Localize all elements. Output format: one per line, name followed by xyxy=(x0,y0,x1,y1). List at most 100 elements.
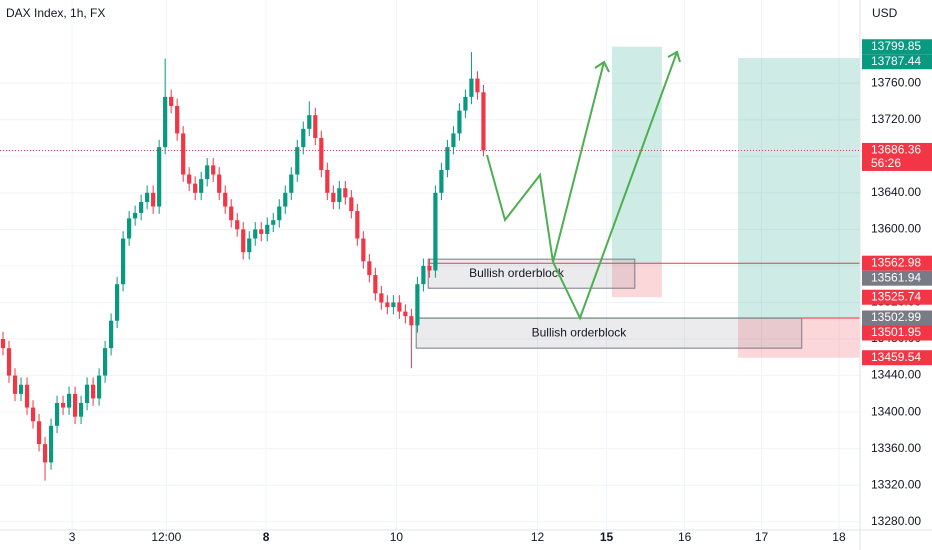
candle-body xyxy=(223,192,228,207)
x-tick-label: 10 xyxy=(390,530,404,544)
candle-body xyxy=(241,229,246,253)
candle-body xyxy=(475,78,480,93)
x-tick-label: 15 xyxy=(600,530,614,544)
candle-body xyxy=(96,375,102,399)
countdown: 56:26 xyxy=(871,156,901,170)
candle-body xyxy=(301,128,306,148)
candle-body xyxy=(90,384,96,399)
y-tick-label: 13640.00 xyxy=(871,185,921,199)
projection-arrow xyxy=(552,51,678,321)
candle-body xyxy=(409,316,414,326)
candle-body xyxy=(277,206,282,221)
price-label: 13561.94 xyxy=(871,270,921,284)
candle-body xyxy=(481,92,486,151)
candle-body xyxy=(175,106,180,134)
candle-body xyxy=(24,384,30,408)
orderblock xyxy=(415,317,803,349)
candle-body xyxy=(427,265,432,271)
candle-body xyxy=(217,174,222,193)
candle-body xyxy=(265,224,270,234)
price-label-box xyxy=(862,39,932,55)
candle-body xyxy=(451,133,456,148)
candle-body xyxy=(181,133,186,175)
candle-body xyxy=(193,183,198,193)
y-tick-label: 13440.00 xyxy=(871,368,921,382)
y-tick-label: 13600.00 xyxy=(871,222,921,236)
orderblock-label: Bullish orderblock xyxy=(469,266,565,280)
currency: USD xyxy=(872,6,898,20)
candle-body xyxy=(187,174,192,184)
grid xyxy=(0,0,860,530)
y-tick-label: 13320.00 xyxy=(871,477,921,491)
candle-body xyxy=(457,110,462,134)
candle-body xyxy=(199,179,204,193)
arrow-head xyxy=(594,60,610,73)
candle-body xyxy=(283,192,288,207)
candle-body xyxy=(115,284,120,321)
candle-body xyxy=(78,402,84,417)
price-label: 13799.85 xyxy=(871,39,921,53)
candle-body xyxy=(415,284,420,326)
candle-body xyxy=(60,402,66,408)
candle-body xyxy=(54,402,60,426)
candle-body xyxy=(205,165,210,180)
x-tick-label: 12 xyxy=(531,530,545,544)
price-label: 13502.99 xyxy=(871,310,921,324)
candle-body xyxy=(349,197,354,212)
candle-body xyxy=(259,229,264,234)
candle-body xyxy=(325,169,330,193)
candle-body xyxy=(313,115,318,138)
candle-body xyxy=(343,188,348,198)
candle-body xyxy=(139,201,144,213)
candle-body xyxy=(445,147,450,170)
price-label-box xyxy=(862,325,932,341)
candle-body xyxy=(211,165,216,175)
candle-body xyxy=(433,192,438,271)
price-label-box xyxy=(862,142,932,171)
candle-body xyxy=(355,211,360,239)
y-tick-label: 13400.00 xyxy=(871,404,921,418)
candle-body xyxy=(127,218,132,239)
candle-body xyxy=(247,238,252,253)
price-label-box xyxy=(862,255,932,271)
candle-body xyxy=(66,393,72,408)
candle-body xyxy=(235,220,240,230)
candle-body xyxy=(295,147,300,175)
price-label: 13459.54 xyxy=(871,350,921,364)
candle-body xyxy=(133,212,138,219)
price-label-box xyxy=(862,350,932,366)
candle-body xyxy=(36,421,42,445)
candle-body xyxy=(151,192,156,207)
stop-loss-zone xyxy=(738,318,860,358)
take-profit-zone xyxy=(738,58,860,319)
candle-body xyxy=(109,320,114,349)
candle-body xyxy=(84,384,90,403)
y-tick-label: 13360.00 xyxy=(871,441,921,455)
y-tick-label: 13760.00 xyxy=(871,75,921,89)
candle-body xyxy=(121,238,126,285)
candle-body xyxy=(102,348,108,376)
stop-loss-zone xyxy=(611,263,662,298)
candle-body xyxy=(379,293,384,303)
candle-body xyxy=(331,192,336,202)
candle-body xyxy=(157,147,162,207)
price-label: 13686.36 xyxy=(871,143,921,157)
price-label-box xyxy=(862,54,932,70)
price-label: 13562.98 xyxy=(871,255,921,269)
candle-body xyxy=(30,407,36,422)
candle-body xyxy=(367,261,372,276)
price-label: 13501.95 xyxy=(871,325,921,339)
x-tick-label: 16 xyxy=(678,530,692,544)
x-tick-label: 8 xyxy=(263,530,270,544)
candle-body xyxy=(42,444,48,463)
y-tick-label: 13280.00 xyxy=(871,514,921,528)
candle-body xyxy=(391,302,396,308)
candle-body xyxy=(169,96,174,106)
candle-body xyxy=(72,393,78,417)
candle-body xyxy=(463,96,468,111)
x-tick-label: 12:00 xyxy=(151,530,181,544)
candle-body xyxy=(18,384,24,394)
take-profit-zone xyxy=(611,46,662,264)
